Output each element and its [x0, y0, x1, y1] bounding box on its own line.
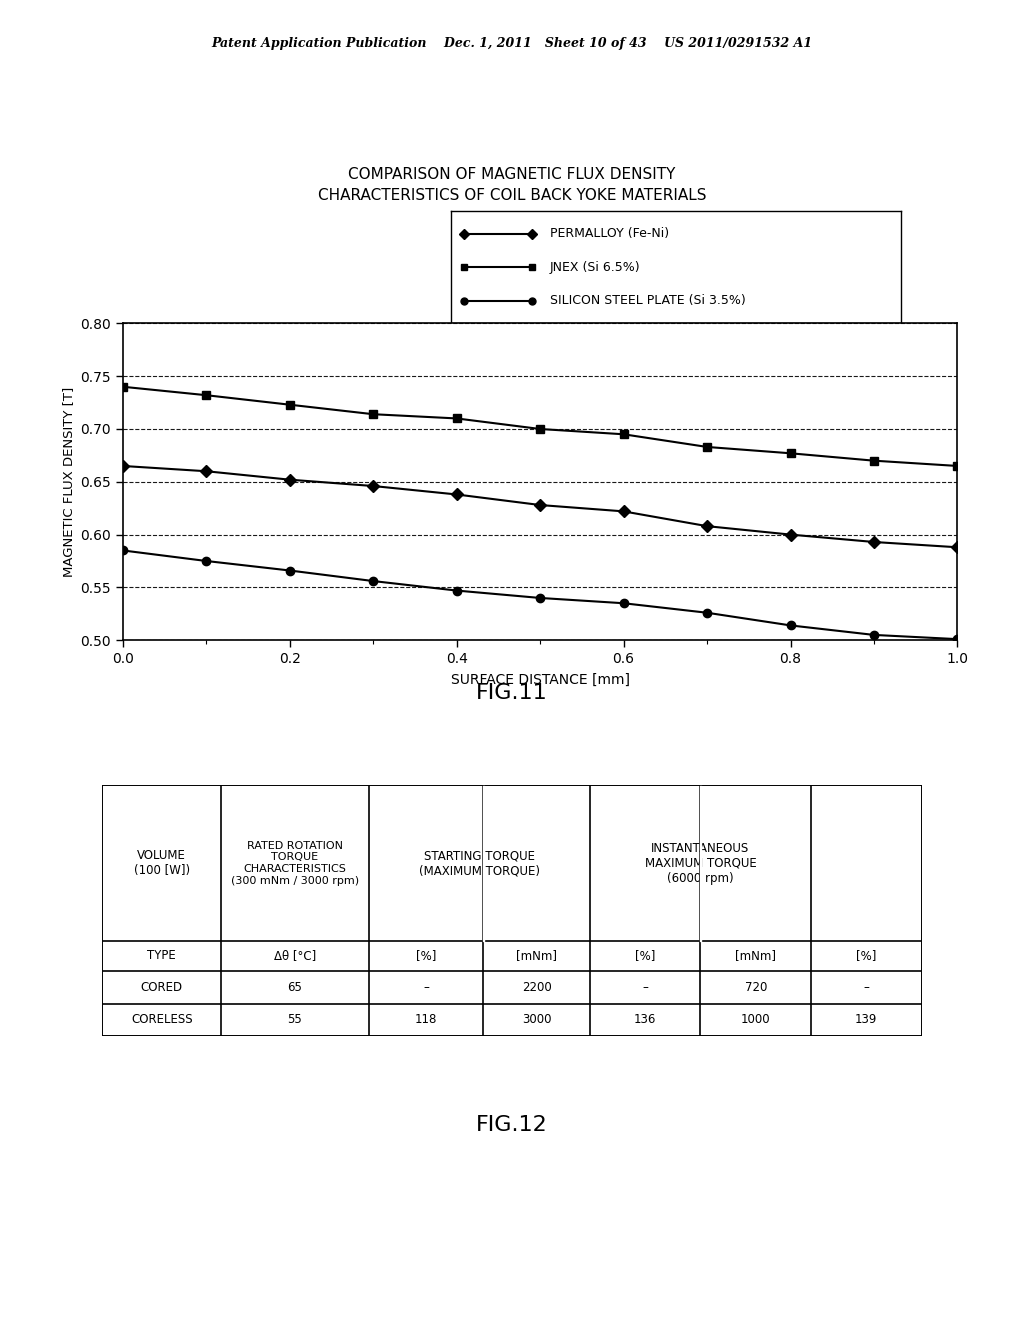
Text: 65: 65 — [288, 981, 302, 994]
X-axis label: SURFACE DISTANCE [mm]: SURFACE DISTANCE [mm] — [451, 673, 630, 686]
Text: STARTING TORQUE
(MAXIMUM TORQUE): STARTING TORQUE (MAXIMUM TORQUE) — [419, 849, 540, 878]
Text: [mNm]: [mNm] — [516, 949, 557, 962]
Text: CHARACTERISTICS OF COIL BACK YOKE MATERIALS: CHARACTERISTICS OF COIL BACK YOKE MATERI… — [317, 187, 707, 203]
Text: [%]: [%] — [635, 949, 655, 962]
Text: 118: 118 — [415, 1014, 437, 1027]
Text: FIG.11: FIG.11 — [476, 682, 548, 704]
Text: VOLUME
(100 [W]): VOLUME (100 [W]) — [134, 849, 189, 878]
Text: JNEX (Si 6.5%): JNEX (Si 6.5%) — [550, 261, 640, 273]
Text: 1000: 1000 — [741, 1014, 770, 1027]
Text: PERMALLOY (Fe-Ni): PERMALLOY (Fe-Ni) — [550, 227, 669, 240]
Text: [%]: [%] — [856, 949, 877, 962]
Text: –: – — [863, 981, 869, 994]
Text: –: – — [642, 981, 648, 994]
Text: Δθ [°C]: Δθ [°C] — [273, 949, 316, 962]
Text: 2200: 2200 — [521, 981, 552, 994]
Text: SILICON STEEL PLATE (Si 3.5%): SILICON STEEL PLATE (Si 3.5%) — [550, 294, 745, 308]
Text: –: – — [423, 981, 429, 994]
Text: COMPARISON OF MAGNETIC FLUX DENSITY: COMPARISON OF MAGNETIC FLUX DENSITY — [348, 166, 676, 182]
Text: [%]: [%] — [416, 949, 436, 962]
Text: RATED ROTATION
TORQUE
CHARACTERISTICS
(300 mNm / 3000 rpm): RATED ROTATION TORQUE CHARACTERISTICS (3… — [230, 841, 359, 886]
Text: 3000: 3000 — [522, 1014, 551, 1027]
Text: 720: 720 — [744, 981, 767, 994]
Text: CORELESS: CORELESS — [131, 1014, 193, 1027]
Text: [mNm]: [mNm] — [735, 949, 776, 962]
Text: Patent Application Publication    Dec. 1, 2011   Sheet 10 of 43    US 2011/02915: Patent Application Publication Dec. 1, 2… — [211, 37, 813, 50]
Text: FIG.12: FIG.12 — [476, 1114, 548, 1135]
Text: INSTANTANEOUS
MAXIMUM TORQUE
(6000 rpm): INSTANTANEOUS MAXIMUM TORQUE (6000 rpm) — [644, 842, 757, 884]
Y-axis label: MAGNETIC FLUX DENSITY [T]: MAGNETIC FLUX DENSITY [T] — [61, 387, 75, 577]
Text: 139: 139 — [855, 1014, 878, 1027]
Text: 55: 55 — [288, 1014, 302, 1027]
Text: CORED: CORED — [140, 981, 183, 994]
Text: TYPE: TYPE — [147, 949, 176, 962]
Text: 136: 136 — [634, 1014, 656, 1027]
